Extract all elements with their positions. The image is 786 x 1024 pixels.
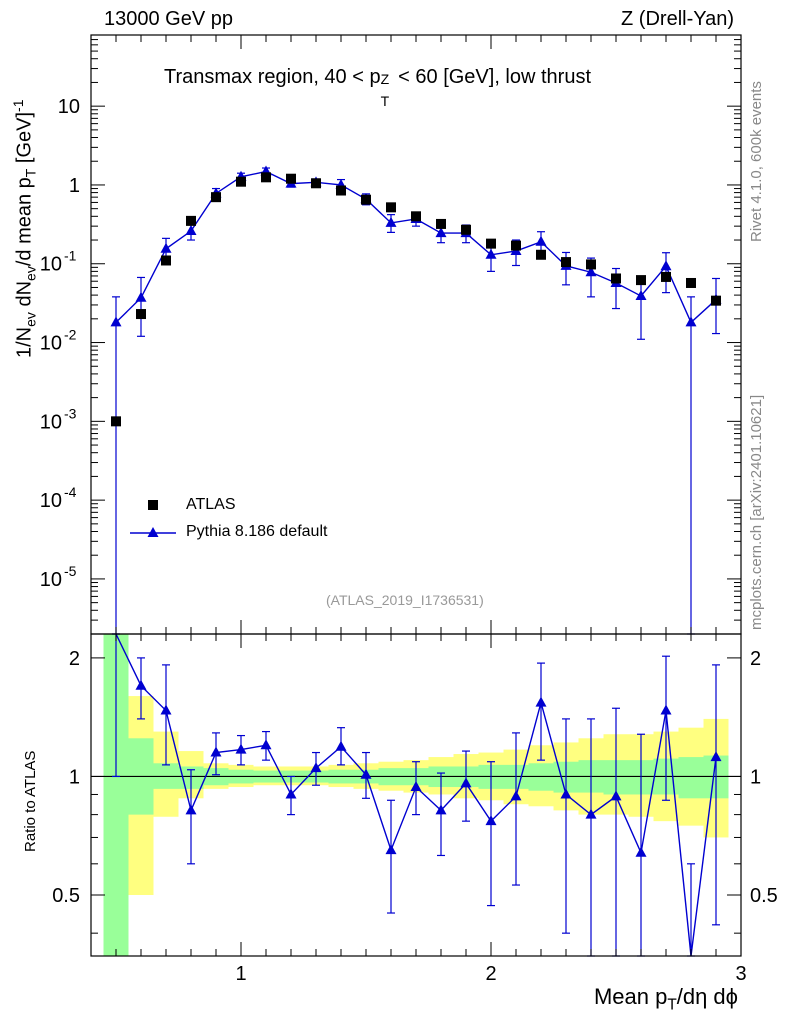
atlas-point (586, 259, 596, 270)
y-tick-label: 1 (69, 175, 80, 197)
ratio-pythia-point (135, 679, 147, 690)
ratio-pythia-point (485, 815, 497, 826)
y-tick-exponent: -2 (64, 327, 77, 343)
y-tick-exponent: -5 (64, 563, 77, 579)
y-tick-label: 10 (58, 96, 80, 118)
ratio-pythia-point (335, 740, 347, 751)
ratio-pythia-point (560, 788, 572, 799)
y-axis-label: 1/Nev dNev/d mean pT [GeV]-1 (10, 99, 39, 358)
y-tick-exponent: -1 (64, 248, 77, 264)
ratio-pythia-point (635, 846, 647, 857)
ratio-y-tick-label: 1 (69, 766, 80, 788)
pythia-point (435, 227, 447, 238)
atlas-point (436, 218, 446, 229)
pythia-line (115, 170, 717, 324)
rivet-version-label: Rivet 4.1.0, 600k events (748, 81, 765, 242)
ratio-pythia-point (510, 790, 522, 801)
ratio-pythia-point (435, 804, 447, 815)
pythia-point (635, 289, 647, 300)
y-tick-exponent: -4 (64, 484, 77, 500)
ratio-pythia-point (660, 704, 672, 715)
ratio-pythia-point (360, 768, 372, 779)
ratio-pythia-point (585, 808, 597, 819)
pythia-point (660, 260, 672, 271)
ratio-pythia-point (210, 746, 222, 757)
ratio-pythia-point (310, 762, 322, 773)
y-tick-label: 10 (40, 569, 62, 591)
y-tick-label: 10 (40, 254, 62, 276)
atlas-point (186, 215, 196, 226)
ratio-pythia-point (285, 788, 297, 799)
atlas-point (686, 277, 696, 288)
atlas-point (311, 178, 321, 189)
ratio-pythia-point (385, 844, 397, 855)
ratio-pythia-point (535, 696, 547, 707)
ratio-y-tick-label-right: 0.5 (750, 885, 778, 907)
ratio-y-tick-label-right: 2 (750, 648, 761, 670)
x-tick-label: 3 (735, 963, 746, 985)
atlas-point (661, 271, 671, 282)
legend-pythia-marker (147, 527, 159, 537)
atlas-point (286, 173, 296, 184)
ratio-pythia-point (185, 804, 197, 815)
atlas-point (236, 176, 246, 187)
pythia-point (110, 316, 122, 327)
atlas-point (386, 202, 396, 213)
x-tick-label: 2 (485, 963, 496, 985)
ratio-pythia-point (160, 704, 172, 715)
ratio-pythia-point (260, 739, 272, 750)
pythia-point (585, 266, 597, 277)
atlas-point (486, 238, 496, 249)
ratio-pythia-point (235, 743, 247, 754)
atlas-point (161, 255, 171, 266)
ratio-y-tick-label-right: 1 (750, 766, 761, 788)
atlas-point (211, 192, 221, 203)
pythia-point (160, 242, 172, 253)
header-left: 13000 GeV pp (104, 8, 233, 30)
atlas-point (336, 185, 346, 196)
pythia-point (185, 225, 197, 236)
atlas-point (111, 416, 121, 427)
atlas-point (136, 309, 146, 320)
legend-atlas-label: ATLAS (186, 496, 236, 513)
ratio-y-tick-label: 0.5 (52, 885, 80, 907)
x-axis-label: Mean pT/dη dϕ (593, 984, 738, 1014)
y-tick-label: 10 (40, 333, 62, 355)
atlas-point (636, 275, 646, 286)
atlas-point (711, 295, 721, 306)
ratio-y-axis-label: Ratio to ATLAS (22, 750, 39, 852)
upper-frame (90, 34, 742, 635)
pythia-point (685, 316, 697, 327)
analysis-reference: (ATLAS_2019_I1736531) (326, 592, 484, 608)
atlas-point (361, 194, 371, 205)
y-tick-exponent: -3 (64, 405, 77, 421)
atlas-point (561, 257, 571, 268)
atlas-point (611, 273, 621, 284)
pythia-point (385, 216, 397, 227)
header-right: Z (Drell-Yan) (621, 8, 734, 30)
ratio-pythia-point (710, 751, 722, 762)
atlas-point (261, 172, 271, 183)
ratio-pythia-point (410, 781, 422, 792)
pythia-point (135, 291, 147, 302)
ratio-y-tick-label: 2 (69, 648, 80, 670)
y-tick-label: 10 (40, 490, 62, 512)
atlas-point (536, 249, 546, 260)
ratio-pythia-point (460, 777, 472, 788)
mcplots-label: mcplots.cern.ch [arXiv:2401.10621] (748, 394, 765, 630)
x-tick-label: 1 (235, 963, 246, 985)
atlas-point (411, 211, 421, 222)
atlas-point (461, 224, 471, 235)
legend-pythia-label: Pythia 8.186 default (186, 523, 328, 540)
y-tick-label: 10 (40, 411, 62, 433)
ratio-pythia-point (610, 790, 622, 801)
ratio-stat-band (678, 757, 704, 799)
legend-atlas-marker (148, 500, 158, 510)
pythia-point (535, 235, 547, 246)
pythia-point (485, 248, 497, 259)
atlas-point (511, 240, 521, 251)
